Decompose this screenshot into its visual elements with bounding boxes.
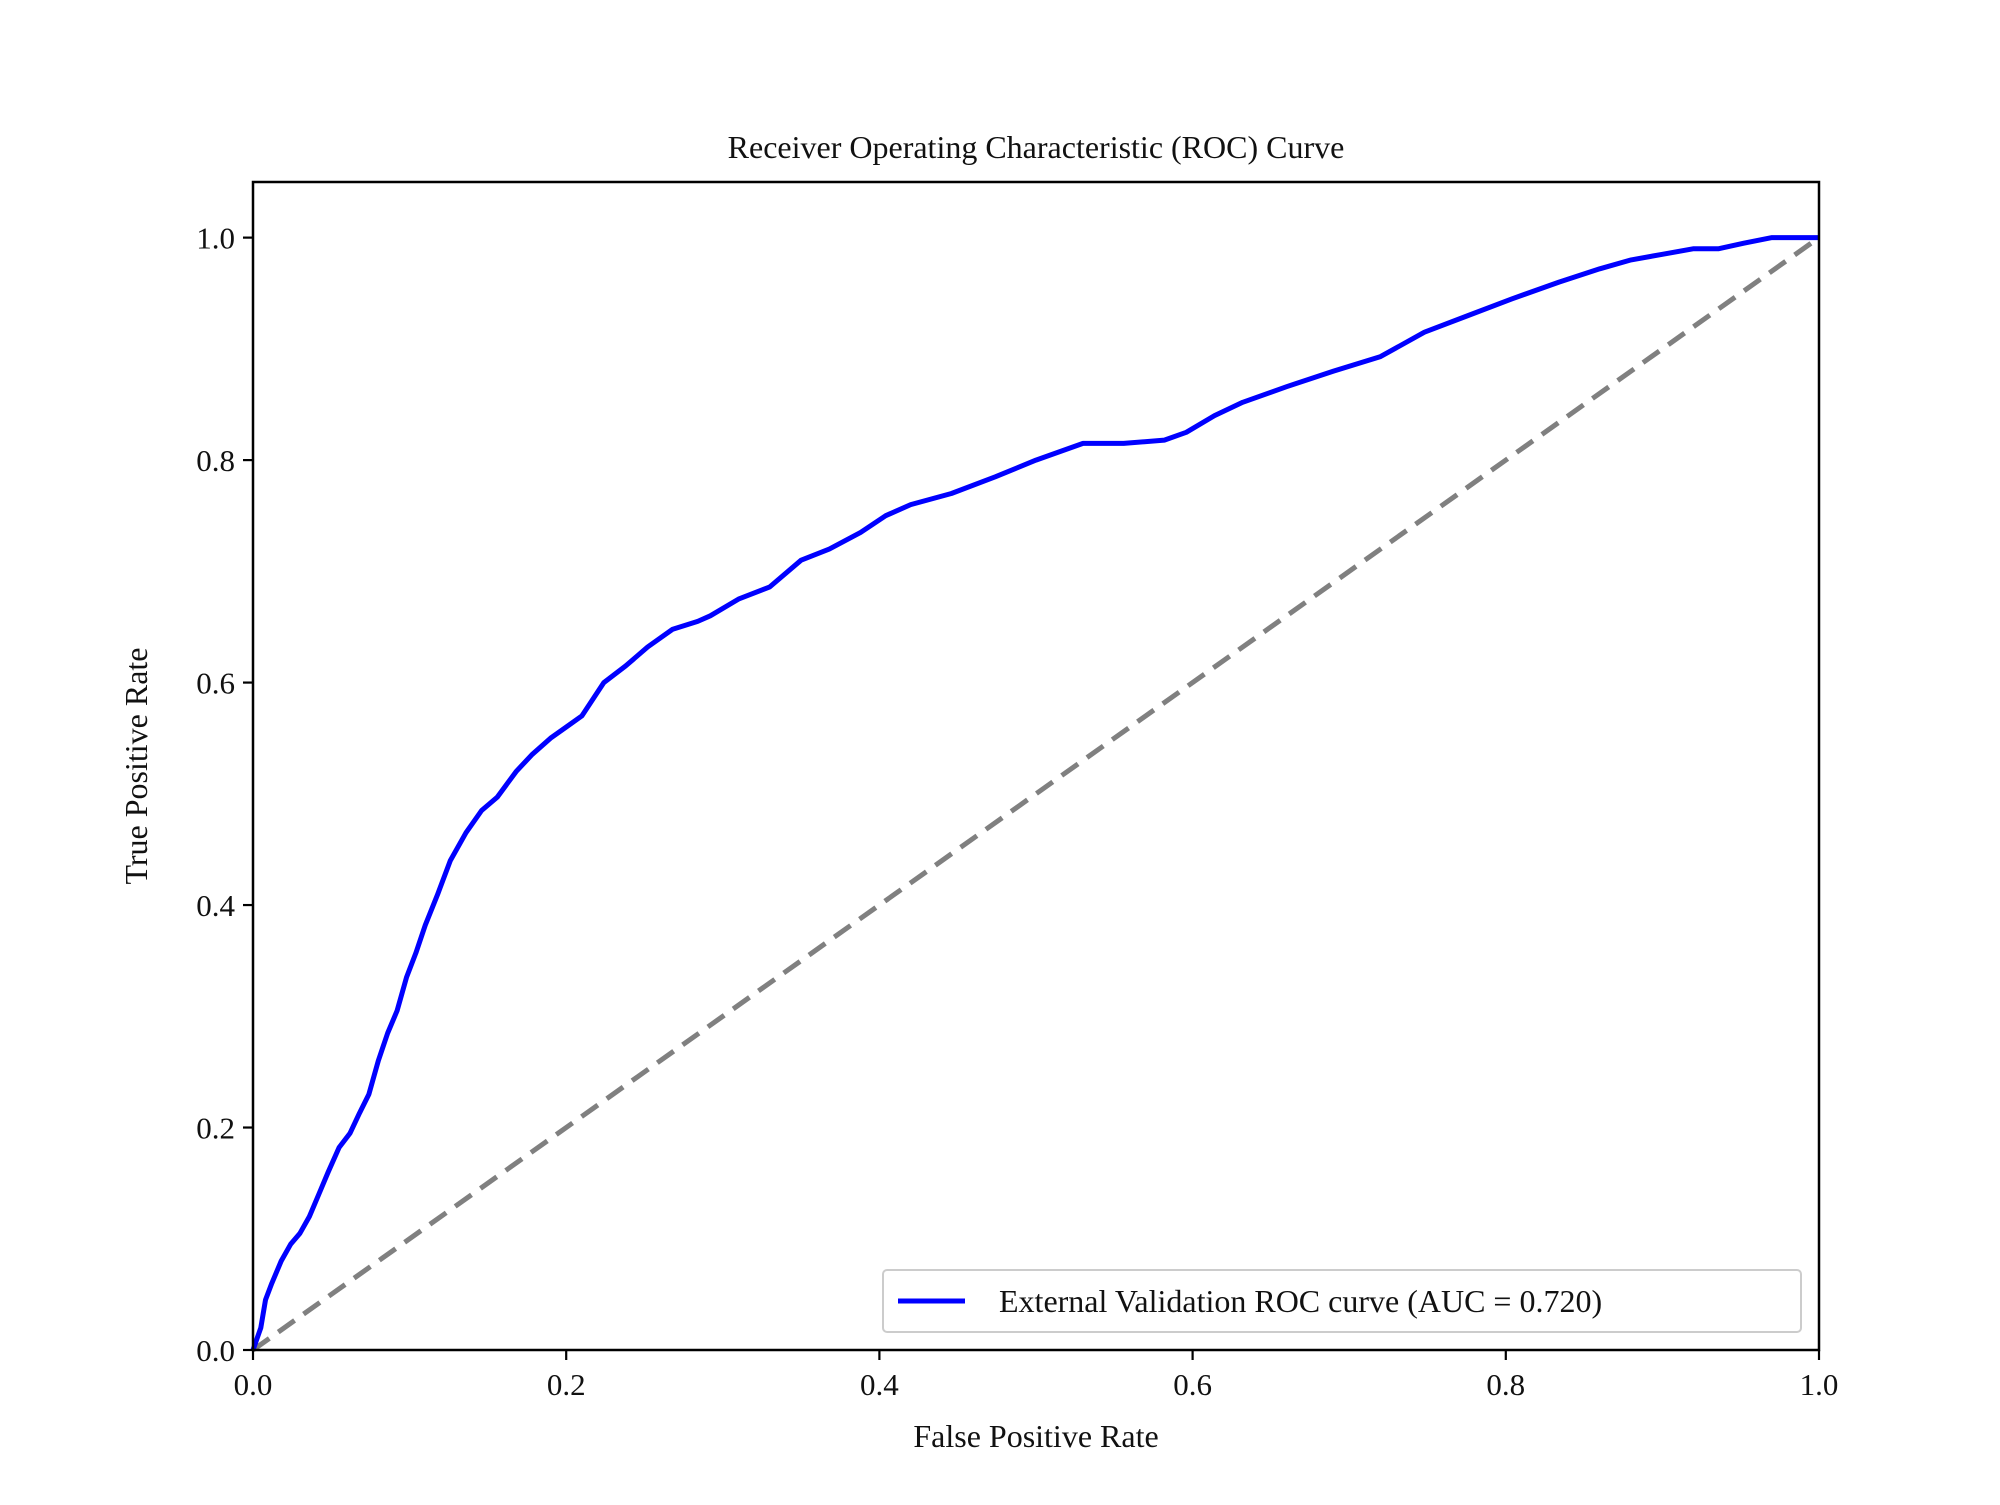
roc-curve-line [250, 235, 1819, 1351]
x-axis-label: False Positive Rate [913, 1418, 1158, 1454]
y-axis-label: True Positive Rate [118, 647, 154, 884]
plot-layer [250, 180, 1821, 1353]
y-tick-label: 1.0 [196, 221, 235, 256]
y-tick-label: 0.0 [196, 1333, 235, 1368]
y-tick-label: 0.6 [196, 666, 235, 701]
legend: External Validation ROC curve (AUC = 0.7… [882, 1269, 1802, 1333]
legend-box [882, 1269, 1802, 1333]
y-tick-label: 0.4 [196, 888, 235, 923]
x-tick-label: 0.6 [1173, 1367, 1212, 1402]
x-tick-label: 0.8 [1486, 1367, 1525, 1402]
chance-reference-line [251, 235, 1821, 1353]
y-tick-label: 0.8 [196, 443, 235, 478]
x-tick-label: 1.0 [1800, 1367, 1839, 1402]
x-tick-label: 0.2 [547, 1367, 586, 1402]
plot-frame [251, 180, 1821, 1352]
x-tick-label: 0.4 [860, 1367, 899, 1402]
x-tick-label: 0.0 [234, 1367, 273, 1402]
y-tick-label: 0.2 [196, 1111, 235, 1146]
tick-layer: 0.0 0.2 0.4 0.6 0.8 1.0 0.0 0.2 0.4 0.6 0.8 1.0 [196, 221, 1838, 1402]
chart-title: Receiver Operating Characteristic (ROC) … [728, 129, 1345, 165]
legend-label-roc-curve: External Validation ROC curve (AUC = 0.7… [999, 1283, 1602, 1319]
